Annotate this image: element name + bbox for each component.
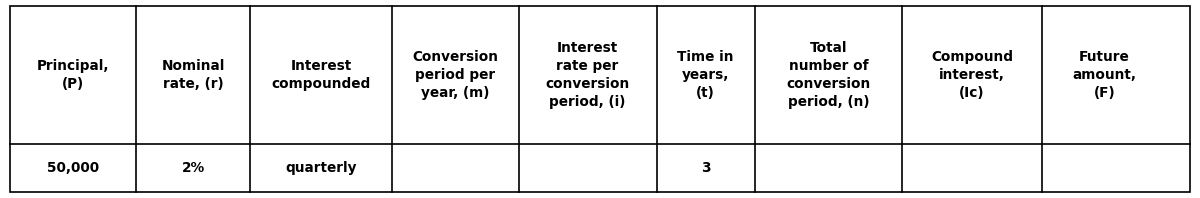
Text: 3: 3 bbox=[701, 161, 710, 175]
Text: Conversion
period per
year, (m): Conversion period per year, (m) bbox=[413, 50, 498, 100]
Text: 2%: 2% bbox=[181, 161, 205, 175]
Text: Future
amount,
(F): Future amount, (F) bbox=[1073, 50, 1136, 100]
Text: Nominal
rate, (r): Nominal rate, (r) bbox=[162, 59, 224, 91]
Text: quarterly: quarterly bbox=[286, 161, 358, 175]
Text: Total
number of
conversion
period, (n): Total number of conversion period, (n) bbox=[786, 41, 871, 109]
Text: Time in
years,
(t): Time in years, (t) bbox=[678, 50, 734, 100]
Text: Interest
rate per
conversion
period, (i): Interest rate per conversion period, (i) bbox=[546, 41, 630, 109]
Text: 50,000: 50,000 bbox=[47, 161, 98, 175]
Text: Interest
compounded: Interest compounded bbox=[271, 59, 371, 91]
Text: Principal,
(P): Principal, (P) bbox=[36, 59, 109, 91]
Text: Compound
interest,
(Ic): Compound interest, (Ic) bbox=[931, 50, 1013, 100]
